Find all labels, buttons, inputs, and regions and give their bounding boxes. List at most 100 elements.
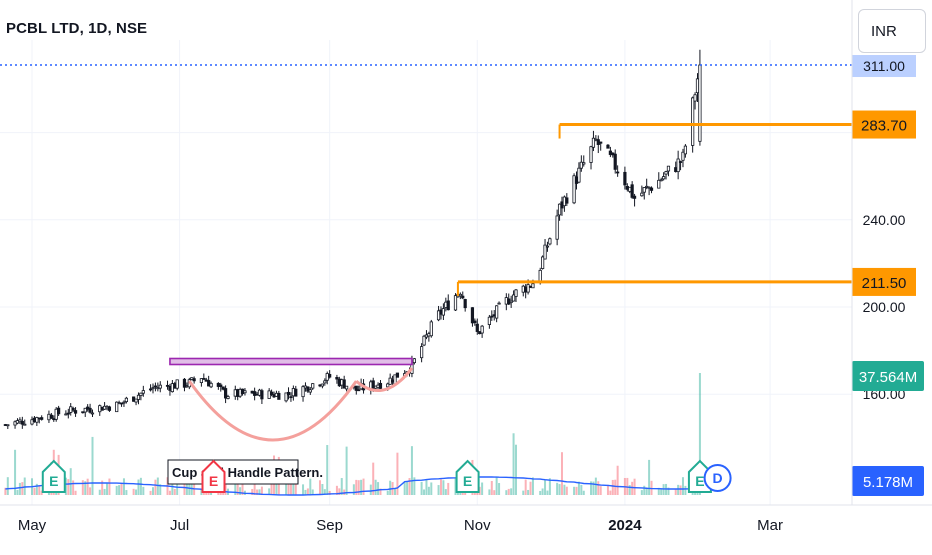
cup-arc [188, 380, 358, 442]
earnings-marker-label: E [695, 473, 704, 489]
candle-body [463, 299, 467, 309]
volume-bar [454, 478, 457, 495]
candle-body [344, 385, 349, 390]
volume-bar [360, 479, 363, 495]
volume-bar [64, 477, 67, 495]
candle-body [698, 64, 702, 142]
volume-bar [289, 477, 292, 495]
candle-body [582, 162, 586, 165]
handle-arc [355, 367, 414, 392]
candle-body [66, 412, 70, 415]
candle-body [35, 417, 39, 423]
volume-bar [40, 490, 43, 495]
volume-bar [285, 481, 288, 495]
volume-bar [539, 490, 542, 495]
volume-bar [118, 485, 121, 495]
volume-bar [544, 480, 547, 495]
volume-bar [260, 486, 263, 495]
x-tick-label: 2024 [608, 517, 642, 534]
volume-bar [628, 485, 631, 495]
candle-body [192, 378, 196, 382]
volume-bar [135, 489, 138, 495]
candle-body [616, 171, 620, 174]
x-tick-label: Mar [757, 517, 783, 534]
candle-body [429, 321, 433, 337]
candle-body [386, 383, 390, 388]
volume-bar [577, 481, 580, 495]
volume-bar [490, 480, 493, 495]
candle-body [54, 408, 58, 420]
level-price-label: 211.50 [862, 275, 907, 292]
candle-body [253, 391, 257, 396]
volume-bar [679, 485, 682, 495]
volume-bar [527, 489, 530, 495]
volume-bar [321, 484, 324, 495]
volume-bar [643, 485, 646, 495]
volume-bar [338, 488, 341, 495]
candle-body [480, 325, 484, 334]
volume-ma-label: 5.178M [863, 474, 913, 491]
earnings-marker-label: E [463, 473, 472, 489]
volume-bar [394, 487, 396, 495]
candle-body [458, 293, 462, 297]
candle-body [495, 305, 499, 319]
candle-body [165, 384, 170, 387]
level-price-label: 283.70 [861, 118, 907, 135]
currency-button[interactable]: INR [858, 9, 926, 53]
volume-bar [481, 482, 484, 495]
volume-bar [33, 487, 36, 495]
candle-body [124, 397, 128, 403]
volume-bar [379, 488, 382, 495]
candles-group [3, 49, 702, 429]
candle-body [572, 175, 576, 204]
volume-bar [558, 484, 561, 495]
candle-body [422, 335, 426, 346]
current-price-tag [852, 55, 916, 78]
y-tick-label: 200.00 [863, 299, 906, 315]
volume-bar [529, 481, 532, 495]
volume-bar [256, 489, 259, 495]
volume-bar [609, 490, 612, 495]
volume-bar [81, 480, 84, 495]
volume-bar [287, 477, 290, 495]
candle-body [453, 295, 458, 311]
volume-bar [427, 486, 430, 495]
candle-body [23, 423, 27, 426]
candle-body [436, 310, 441, 321]
volume-bar [270, 483, 273, 495]
volume-bar [335, 485, 338, 495]
volume-bar [410, 446, 413, 495]
candle-body [640, 192, 644, 197]
volume-bar [318, 480, 321, 495]
earnings-marker [201, 459, 226, 493]
volume-bar [594, 477, 597, 495]
candle-body [623, 171, 627, 186]
candle-body [90, 412, 95, 415]
earnings-marker [41, 459, 66, 493]
candle-body [57, 407, 61, 415]
volume-bar [200, 489, 203, 495]
candle-body [243, 390, 247, 394]
volume-bar [681, 477, 684, 495]
level-price-tag [852, 110, 916, 139]
volume-bar [439, 479, 442, 495]
volume-bar [185, 482, 188, 495]
volume-bar [139, 477, 142, 495]
volume-bar [159, 484, 162, 495]
candle-body [335, 376, 339, 380]
volume-bar [152, 487, 154, 495]
candle-body [693, 94, 697, 102]
candle-body [83, 407, 87, 413]
candle-body [354, 385, 358, 391]
candle-body [490, 315, 494, 318]
volume-bar [323, 489, 326, 495]
candle-body [20, 420, 24, 425]
volume-bar [396, 452, 399, 495]
volume-bar [326, 445, 329, 495]
y-tick-label: 240.00 [863, 212, 906, 228]
candle-body [209, 382, 213, 388]
volume-bar [648, 459, 651, 495]
volume-bar [573, 486, 576, 495]
